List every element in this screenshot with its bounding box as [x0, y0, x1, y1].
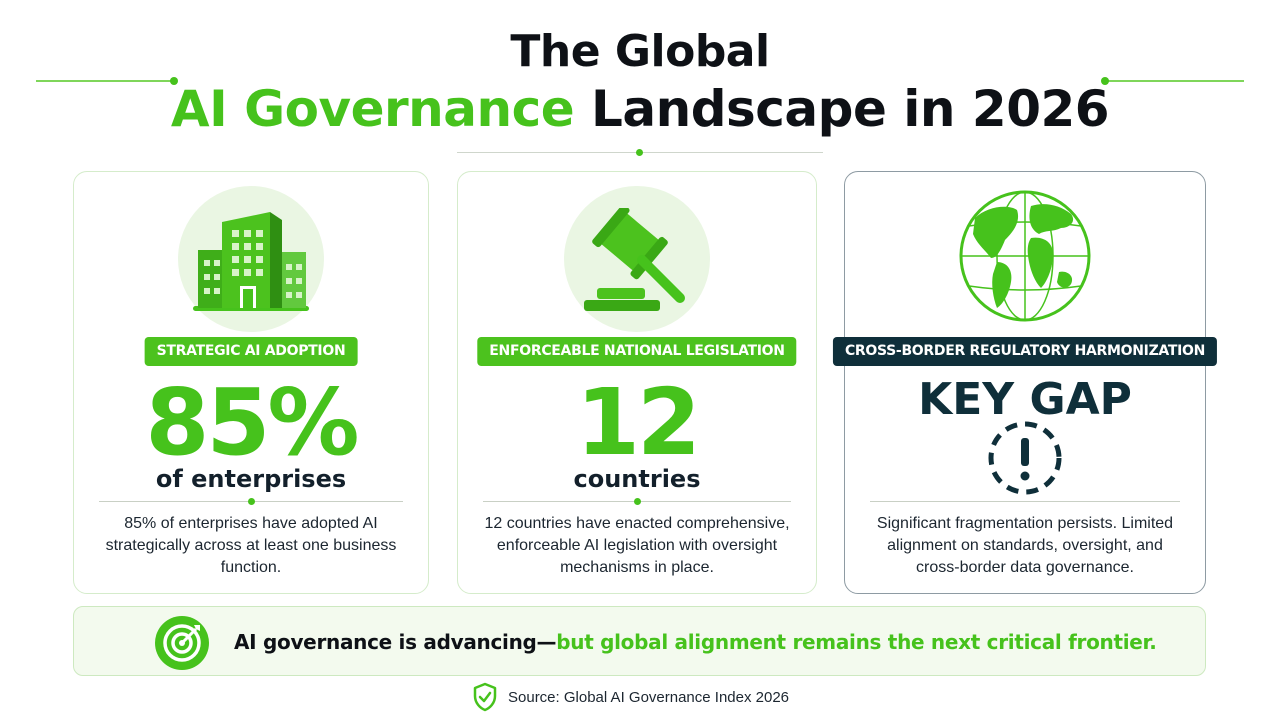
banner-text-accent: but global alignment remains the next cr…	[556, 630, 1157, 654]
banner-text-dark: AI governance is advancing—	[234, 630, 557, 654]
card-badge: CROSS-BORDER REGULATORY HARMONIZATION	[832, 337, 1218, 366]
decorative-dot-left	[170, 77, 178, 85]
decorative-dot-right	[1101, 77, 1109, 85]
stat-value: 12	[575, 369, 701, 476]
card-national-legislation: ENFORCEABLE NATIONAL LEGISLATION 12 coun…	[457, 171, 817, 594]
title-line-1: The Global	[510, 26, 770, 77]
key-gap-label: KEY GAP	[918, 374, 1132, 425]
stat-value: 85%	[145, 369, 359, 476]
card-description: 12 countries have enacted comprehensive,…	[484, 515, 790, 576]
source-attribution: Source: Global AI Governance Index 2026	[472, 682, 789, 712]
stat-unit: countries	[573, 465, 701, 493]
banner-text: AI governance is advancing—but global al…	[234, 607, 1157, 677]
decorative-line-right	[1106, 80, 1244, 82]
card-badge: STRATEGIC AI ADOPTION	[144, 337, 358, 366]
shield-check-icon	[473, 682, 497, 712]
target-arrow-icon	[155, 616, 209, 670]
decorative-line-left	[36, 80, 174, 82]
card-divider-dot	[633, 498, 641, 505]
card-cross-border-harmonization: CROSS-BORDER REGULATORY HARMONIZATION KE…	[832, 171, 1218, 594]
title-rest: Landscape in 2026	[574, 80, 1110, 138]
source-text: Source: Global AI Governance Index 2026	[508, 688, 790, 706]
exclamation-alert-icon	[988, 421, 1062, 495]
page-title: The Global AI Governance Landscape in 20…	[0, 26, 1280, 140]
stat-unit: of enterprises	[155, 465, 347, 493]
card-badge: ENFORCEABLE NATIONAL LEGISLATION	[477, 337, 797, 366]
card-description: Significant fragmentation persists. Limi…	[876, 515, 1174, 576]
card-strategic-ai-adoption: STRATEGIC AI ADOPTION 85% of enterprises…	[73, 171, 429, 594]
card-description: 85% of enterprises have adopted AI strat…	[105, 515, 397, 576]
gavel-icon	[584, 208, 685, 311]
card-divider-dot	[247, 498, 255, 505]
title-accent: AI Governance	[170, 80, 575, 138]
title-line-2: AI Governance Landscape in 2026	[0, 78, 1280, 140]
card-divider	[870, 501, 1180, 502]
office-building-icon	[193, 212, 309, 311]
title-divider-dot	[636, 149, 643, 156]
summary-banner: AI governance is advancing—but global al…	[73, 606, 1206, 676]
globe-icon	[959, 190, 1091, 322]
